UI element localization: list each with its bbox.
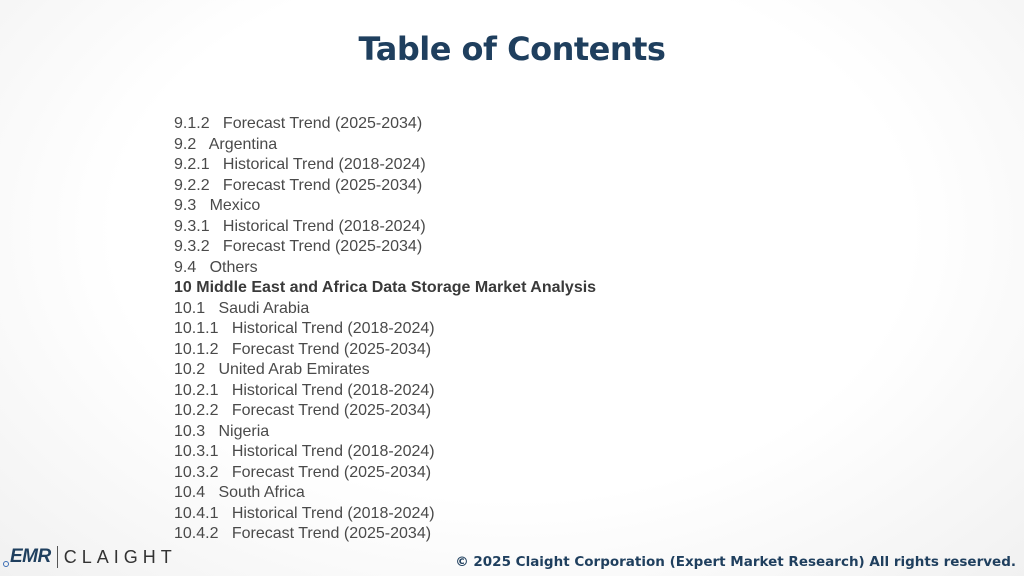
toc-item: 10.2.2 Forecast Trend (2025-2034) <box>174 402 432 419</box>
company-logo: EMR CLAIGHT <box>3 542 177 572</box>
toc-item: 10.2.1 Historical Trend (2018-2024) <box>174 381 435 399</box>
toc-item: 9.2.1 Historical Trend (2018-2024) <box>174 156 426 173</box>
toc-item: 10.3.2 Forecast Trend (2025-2034) <box>174 463 432 481</box>
page-title: Table of Contents <box>358 30 666 68</box>
toc-item: 10.1.1 Historical Trend (2018-2024) <box>174 320 435 337</box>
logo-dot-icon <box>3 561 9 567</box>
toc-list: 9.1.2 Forecast Trend (2025-2034) 9.2 Arge… <box>174 114 596 545</box>
toc-item: 10.2 United Arab Emirates <box>174 361 370 378</box>
toc-item: 10.1 Saudi Arabia <box>174 299 310 317</box>
toc-item: 9.2 Argentina <box>174 135 278 153</box>
toc-item: 9.1.2 Forecast Trend (2025-2034) <box>174 115 423 132</box>
toc-item: 10.1.2 Forecast Trend (2025-2034) <box>174 340 432 358</box>
logo-emr-text: EMR <box>10 546 51 567</box>
toc-item: 10.4.2 Forecast Trend (2025-2034) <box>174 525 432 542</box>
toc-section-heading: 10 Middle East and Africa Data Storage M… <box>174 279 597 296</box>
toc-item: 9.3.1 Historical Trend (2018-2024) <box>174 217 426 235</box>
toc-item: 9.3.2 Forecast Trend (2025-2034) <box>174 238 423 255</box>
logo-divider <box>56 546 58 568</box>
toc-item: 9.4 Others <box>174 258 258 276</box>
footer-copyright: © 2025 Claight Corporation (Expert Marke… <box>455 554 1016 570</box>
toc-item: 10.4.1 Historical Trend (2018-2024) <box>174 504 435 522</box>
toc-item: 10.3 Nigeria <box>174 422 270 440</box>
logo-emr: EMR <box>3 546 51 568</box>
toc-item: 10.4 South Africa <box>174 484 305 501</box>
toc-item: 9.3 Mexico <box>174 197 261 214</box>
toc-item: 9.2.2 Forecast Trend (2025-2034) <box>174 176 423 194</box>
logo-claight-text: CLAIGHT <box>63 546 177 567</box>
toc-item: 10.3.1 Historical Trend (2018-2024) <box>174 443 435 460</box>
